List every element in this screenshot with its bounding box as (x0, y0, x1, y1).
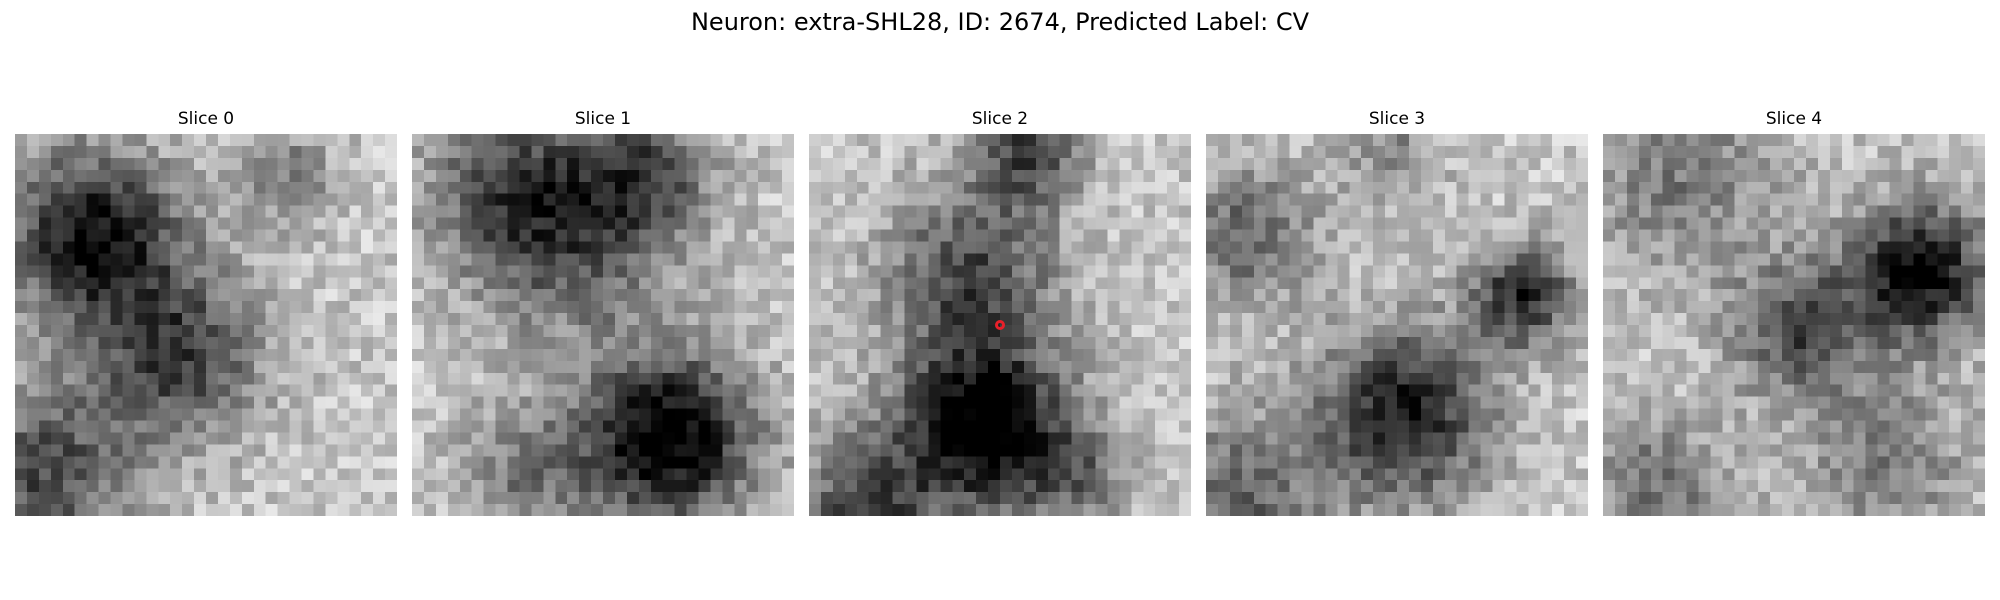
panel-label-slice-1: Slice 1 (574, 109, 632, 129)
slice-image-3 (1206, 134, 1588, 516)
slice-image-0 (15, 134, 397, 516)
panel-label-slice-0: Slice 0 (177, 109, 235, 129)
slice-image-1 (412, 134, 794, 516)
figure-title: Neuron: extra-SHL28, ID: 2674, Predicted… (690, 8, 1310, 36)
panel-label-slice-2: Slice 2 (971, 109, 1029, 129)
slice-image-4 (1603, 134, 1985, 516)
center-marker (995, 320, 1005, 330)
panel-label-slice-4: Slice 4 (1765, 109, 1823, 129)
panel-label-slice-3: Slice 3 (1368, 109, 1426, 129)
